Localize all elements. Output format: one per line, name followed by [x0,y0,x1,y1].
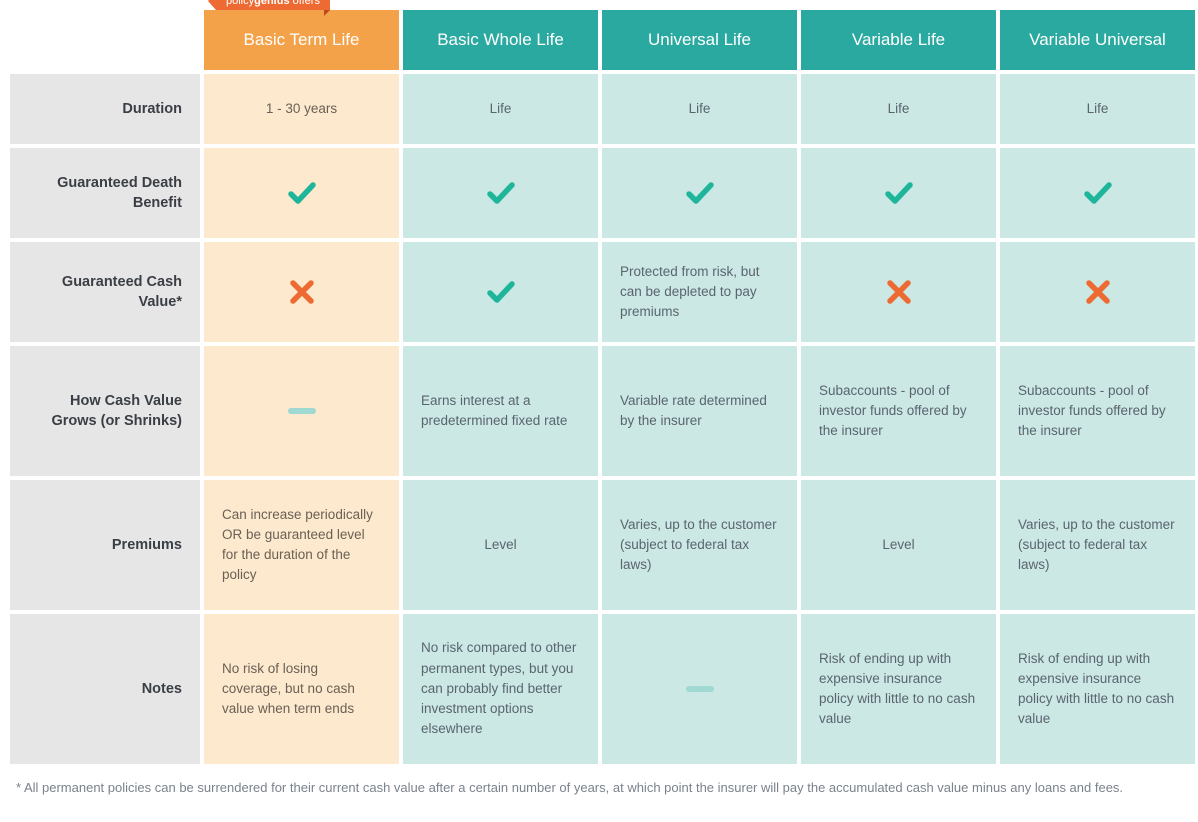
cell-text: Subaccounts - pool of investor funds off… [1018,381,1177,442]
footnote: * All permanent policies can be surrende… [10,778,1188,799]
cell-text: Life [888,99,910,119]
cell-text: Level [882,535,914,555]
cross-icon [1085,279,1111,305]
table-cell: Life [602,74,797,144]
table-cell: Variable rate determined by the insurer [602,346,797,476]
check-icon [287,180,317,206]
table-cell: No risk of losing coverage, but no cash … [204,614,399,764]
table-cell: Can increase periodically OR be guarante… [204,480,399,610]
cell-text: 1 - 30 years [266,99,337,119]
row-label: How Cash Value Grows (or Shrinks) [30,391,182,432]
cell-text: Level [484,535,516,555]
cell-text: No risk of losing coverage, but no cash … [222,659,381,720]
cell-text: Variable rate determined by the insurer [620,391,779,432]
table-cell: Varies, up to the customer (subject to f… [1000,480,1195,610]
table-cell: Varies, up to the customer (subject to f… [602,480,797,610]
table-cell [1000,148,1195,238]
table-cell: Level [801,480,996,610]
table-cell: Life [403,74,598,144]
column-header-basic_whole: Basic Whole Life [403,10,598,70]
column-header-variable_universal: Variable Universal [1000,10,1195,70]
cell-text: Can increase periodically OR be guarante… [222,505,381,586]
table-cell [1000,242,1195,342]
check-icon [1083,180,1113,206]
dash-icon [686,686,714,692]
cross-icon [289,279,315,305]
cell-text: Subaccounts - pool of investor funds off… [819,381,978,442]
row-label: Premiums [112,535,182,555]
table-cell: Life [801,74,996,144]
table-cell [204,148,399,238]
column-header-label: Variable Life [852,30,945,50]
cell-text: Varies, up to the customer (subject to f… [1018,515,1177,576]
table-cell [801,242,996,342]
row-label: Duration [122,99,182,119]
table-cell: No risk compared to other permanent type… [403,614,598,764]
row-header: Premiums [10,480,200,610]
column-header-label: Basic Whole Life [437,30,564,50]
life-insurance-comparison-table: policygenius offers Basic Term Life Basi… [10,10,1188,764]
cross-icon [886,279,912,305]
column-header-variable: Variable Life [801,10,996,70]
cell-text: Risk of ending up with expensive insuran… [819,649,978,730]
cell-text: Earns interest at a predetermined fixed … [421,391,580,432]
column-header-label: Variable Universal [1029,30,1166,50]
table-cell: Subaccounts - pool of investor funds off… [1000,346,1195,476]
row-label: Guaranteed Death Benefit [30,173,182,214]
check-icon [486,180,516,206]
table-cell: Life [1000,74,1195,144]
table-cell [602,614,797,764]
column-header-basic_term: policygenius offers Basic Term Life [204,10,399,70]
cell-text: Life [490,99,512,119]
table-cell [602,148,797,238]
cell-text: Risk of ending up with expensive insuran… [1018,649,1177,730]
table-cell [403,148,598,238]
table-cell [204,346,399,476]
table-cell: Risk of ending up with expensive insuran… [801,614,996,764]
check-icon [884,180,914,206]
row-label: Notes [142,679,182,699]
row-label: Guaranteed Cash Value* [30,272,182,313]
corner-spacer [10,10,200,70]
cell-text: No risk compared to other permanent type… [421,638,580,739]
cell-text: Varies, up to the customer (subject to f… [620,515,779,576]
table-cell: Level [403,480,598,610]
check-icon [486,279,516,305]
table-cell: 1 - 30 years [204,74,399,144]
cell-text: Life [1087,99,1109,119]
column-header-label: Basic Term Life [244,30,360,50]
row-header: Guaranteed Death Benefit [10,148,200,238]
dash-icon [288,408,316,414]
table-cell [403,242,598,342]
table-cell [204,242,399,342]
cell-text: Life [689,99,711,119]
row-header: Guaranteed Cash Value* [10,242,200,342]
table-cell: Protected from risk, but can be depleted… [602,242,797,342]
table-cell: Subaccounts - pool of investor funds off… [801,346,996,476]
check-icon [685,180,715,206]
column-header-universal: Universal Life [602,10,797,70]
row-header: How Cash Value Grows (or Shrinks) [10,346,200,476]
table-cell: Risk of ending up with expensive insuran… [1000,614,1195,764]
row-header: Duration [10,74,200,144]
row-header: Notes [10,614,200,764]
cell-text: Protected from risk, but can be depleted… [620,262,779,323]
column-header-label: Universal Life [648,30,751,50]
featured-tag: policygenius offers [216,0,330,10]
table-cell: Earns interest at a predetermined fixed … [403,346,598,476]
table-cell [801,148,996,238]
